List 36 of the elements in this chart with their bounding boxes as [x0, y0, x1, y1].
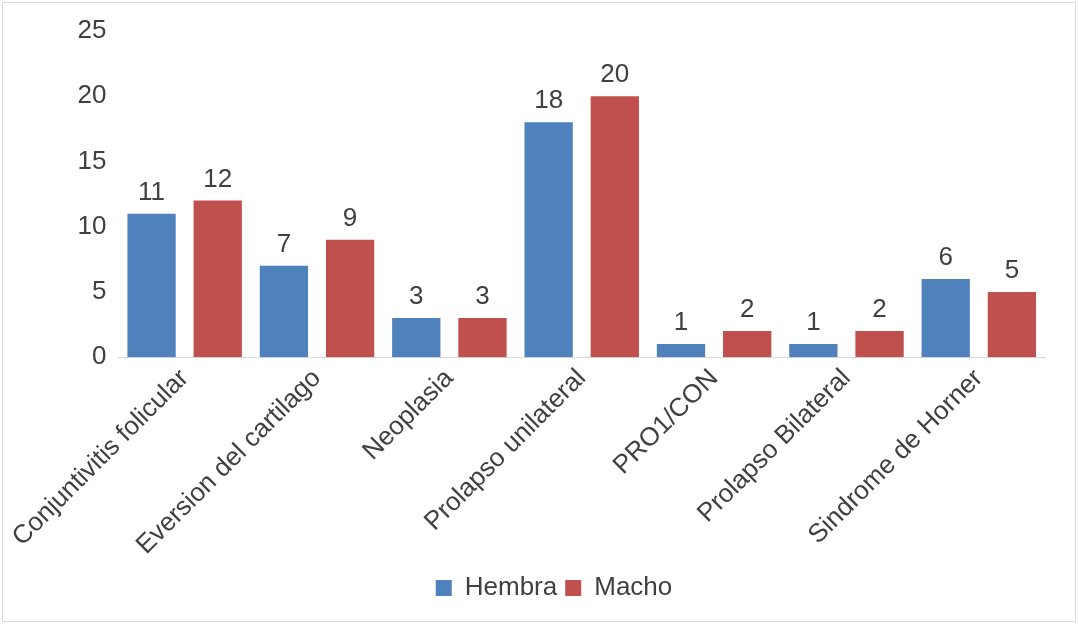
y-tick-label: 0: [91, 340, 107, 371]
data-label: 9: [342, 201, 358, 232]
y-tick-label: 25: [77, 14, 107, 45]
y-tick-label: 20: [77, 79, 107, 110]
bar: [193, 200, 242, 358]
bar: [590, 96, 639, 358]
bar: [127, 213, 176, 358]
data-label: 2: [739, 293, 755, 324]
bar: [458, 318, 507, 358]
bar: [259, 265, 309, 358]
data-label: 20: [600, 58, 630, 89]
data-label: 5: [1004, 254, 1020, 285]
y-tick-label: 5: [91, 275, 107, 306]
bar: [921, 278, 970, 358]
data-label: 2: [872, 293, 887, 324]
data-label: 1: [806, 306, 821, 337]
data-label: 3: [409, 280, 424, 311]
bar: [723, 331, 772, 358]
data-label: 7: [276, 228, 292, 259]
y-tick-label: 10: [77, 209, 107, 240]
bar: [656, 344, 706, 358]
bar: [789, 344, 838, 358]
bar: [855, 331, 904, 358]
data-label: 1: [673, 306, 689, 337]
data-label: 3: [475, 280, 490, 311]
bar: [524, 122, 573, 358]
data-label: 18: [534, 84, 564, 115]
data-label: 6: [938, 241, 953, 272]
data-label: 11: [138, 175, 166, 206]
bar: [325, 239, 375, 358]
bar: [987, 291, 1037, 358]
legend-label: Hembra: [464, 571, 558, 602]
y-tick-label: 15: [77, 144, 107, 175]
bar: [392, 318, 441, 358]
legend-label: Macho: [594, 571, 673, 602]
data-label: 12: [203, 162, 233, 193]
